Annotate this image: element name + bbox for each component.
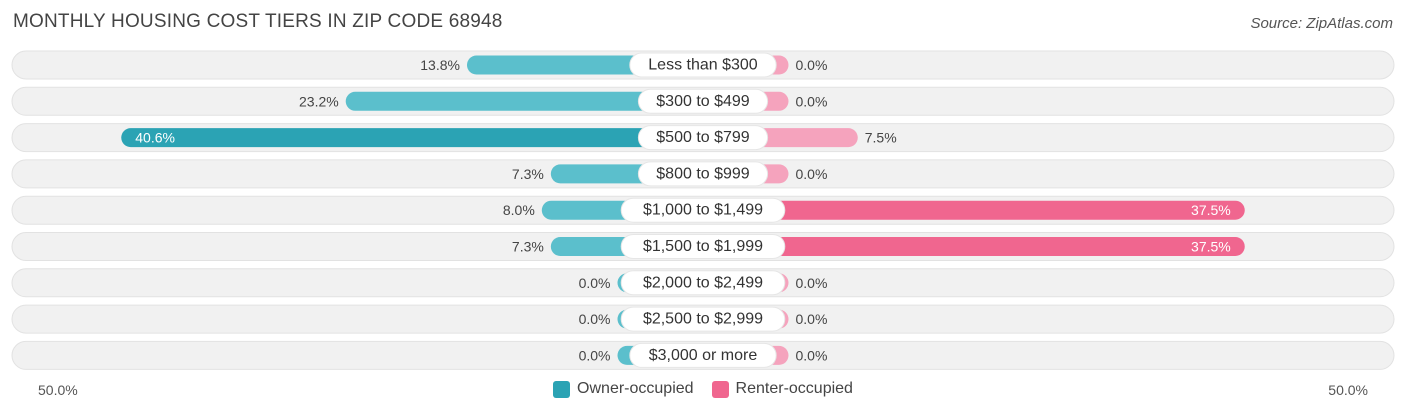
owner-value-label: 13.8% [420, 57, 460, 73]
category-label-pill [637, 125, 769, 151]
renter-value-label: 37.5% [1191, 239, 1231, 255]
owner-value-label: 23.2% [299, 93, 339, 109]
category-label-pill [629, 342, 777, 368]
legend-item-renter: Renter-occupied [711, 380, 853, 398]
owner-bar [121, 128, 703, 148]
source-label: Source: ZipAtlas.com [1250, 15, 1393, 32]
legend: Owner-occupied Renter-occupied [0, 380, 1406, 398]
owner-value-label: 0.0% [579, 275, 611, 291]
category-label-pill [620, 234, 786, 259]
owner-swatch [553, 380, 571, 398]
owner-value-label: 0.0% [579, 311, 611, 327]
renter-bar [703, 200, 1245, 220]
category-label: $3,000 or more [649, 347, 758, 364]
owner-value-label: 0.0% [579, 347, 611, 363]
category-label-pill [620, 197, 786, 223]
renter-value-label: 37.5% [1191, 202, 1231, 218]
owner-value-label: 7.3% [512, 239, 544, 255]
renter-value-label: 0.0% [796, 57, 828, 73]
owner-value-label: 7.3% [512, 166, 544, 182]
category-label-pill [629, 52, 777, 78]
axis-left-label: 50.0% [38, 382, 78, 398]
renter-value-label: 0.0% [796, 93, 828, 109]
chart-area: 13.8% 0.0% Less than $300 23.2% 0.0% $300 to … [11, 50, 1395, 370]
category-label: Less than $300 [648, 57, 758, 74]
category-label: $300 to $499 [656, 93, 750, 110]
category-label: $800 to $999 [656, 165, 750, 182]
category-label: $1,500 to $1,999 [643, 238, 763, 255]
chart-title: MONTHLY HOUSING COST TIERS IN ZIP CODE 6… [13, 11, 503, 32]
legend-owner-label: Owner-occupied [577, 380, 694, 397]
owner-value-label: 40.6% [135, 130, 175, 146]
category-label: $2,500 to $2,999 [643, 311, 763, 328]
category-label: $500 to $799 [656, 129, 750, 146]
category-label-pill [620, 270, 786, 296]
owner-value-label: 8.0% [503, 202, 535, 218]
category-label-pill [620, 306, 786, 332]
legend-renter-label: Renter-occupied [735, 380, 853, 397]
category-label-pill [637, 88, 769, 114]
renter-swatch [711, 380, 729, 398]
axis-right-label: 50.0% [1328, 382, 1368, 398]
category-label-pill [637, 161, 769, 187]
renter-value-label: 0.0% [796, 166, 828, 182]
category-label: $1,000 to $1,499 [643, 202, 763, 219]
legend-item-owner: Owner-occupied [553, 380, 694, 398]
renter-value-label: 0.0% [796, 311, 828, 327]
renter-value-label: 0.0% [796, 347, 828, 363]
renter-value-label: 0.0% [796, 275, 828, 291]
renter-value-label: 7.5% [865, 130, 897, 146]
owner-bar [345, 91, 703, 111]
renter-bar [703, 237, 1245, 256]
category-label: $2,000 to $2,499 [643, 274, 763, 291]
